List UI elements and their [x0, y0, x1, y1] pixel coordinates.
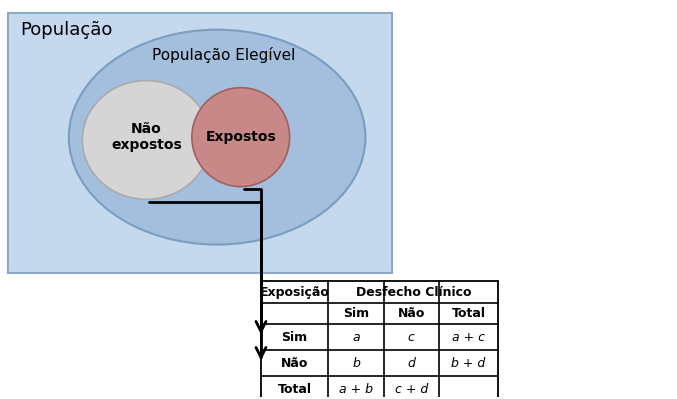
- Text: a: a: [352, 331, 360, 344]
- Ellipse shape: [69, 30, 366, 245]
- Ellipse shape: [192, 88, 290, 187]
- Text: b + d: b + d: [452, 357, 486, 370]
- Text: População: População: [20, 21, 112, 39]
- Text: c + d: c + d: [395, 383, 428, 396]
- Text: Sim: Sim: [343, 307, 369, 320]
- Text: Não: Não: [397, 307, 425, 320]
- Text: Exposição: Exposição: [260, 286, 330, 298]
- Text: Não: Não: [281, 357, 308, 370]
- Text: Não
expostos: Não expostos: [111, 122, 181, 152]
- Text: Total: Total: [278, 383, 311, 396]
- FancyBboxPatch shape: [8, 13, 393, 273]
- Text: a + c: a + c: [452, 331, 485, 344]
- Text: Total: Total: [452, 307, 485, 320]
- Ellipse shape: [83, 81, 211, 200]
- Text: Sim: Sim: [282, 331, 308, 344]
- Text: b: b: [352, 357, 360, 370]
- Text: População Elegível: População Elegível: [152, 47, 296, 63]
- FancyBboxPatch shape: [261, 281, 498, 399]
- Text: c: c: [408, 331, 415, 344]
- Text: Expostos: Expostos: [205, 130, 276, 144]
- Text: d: d: [408, 357, 415, 370]
- Text: Desfecho Clínico: Desfecho Clínico: [355, 286, 471, 298]
- Text: a + b: a + b: [339, 383, 373, 396]
